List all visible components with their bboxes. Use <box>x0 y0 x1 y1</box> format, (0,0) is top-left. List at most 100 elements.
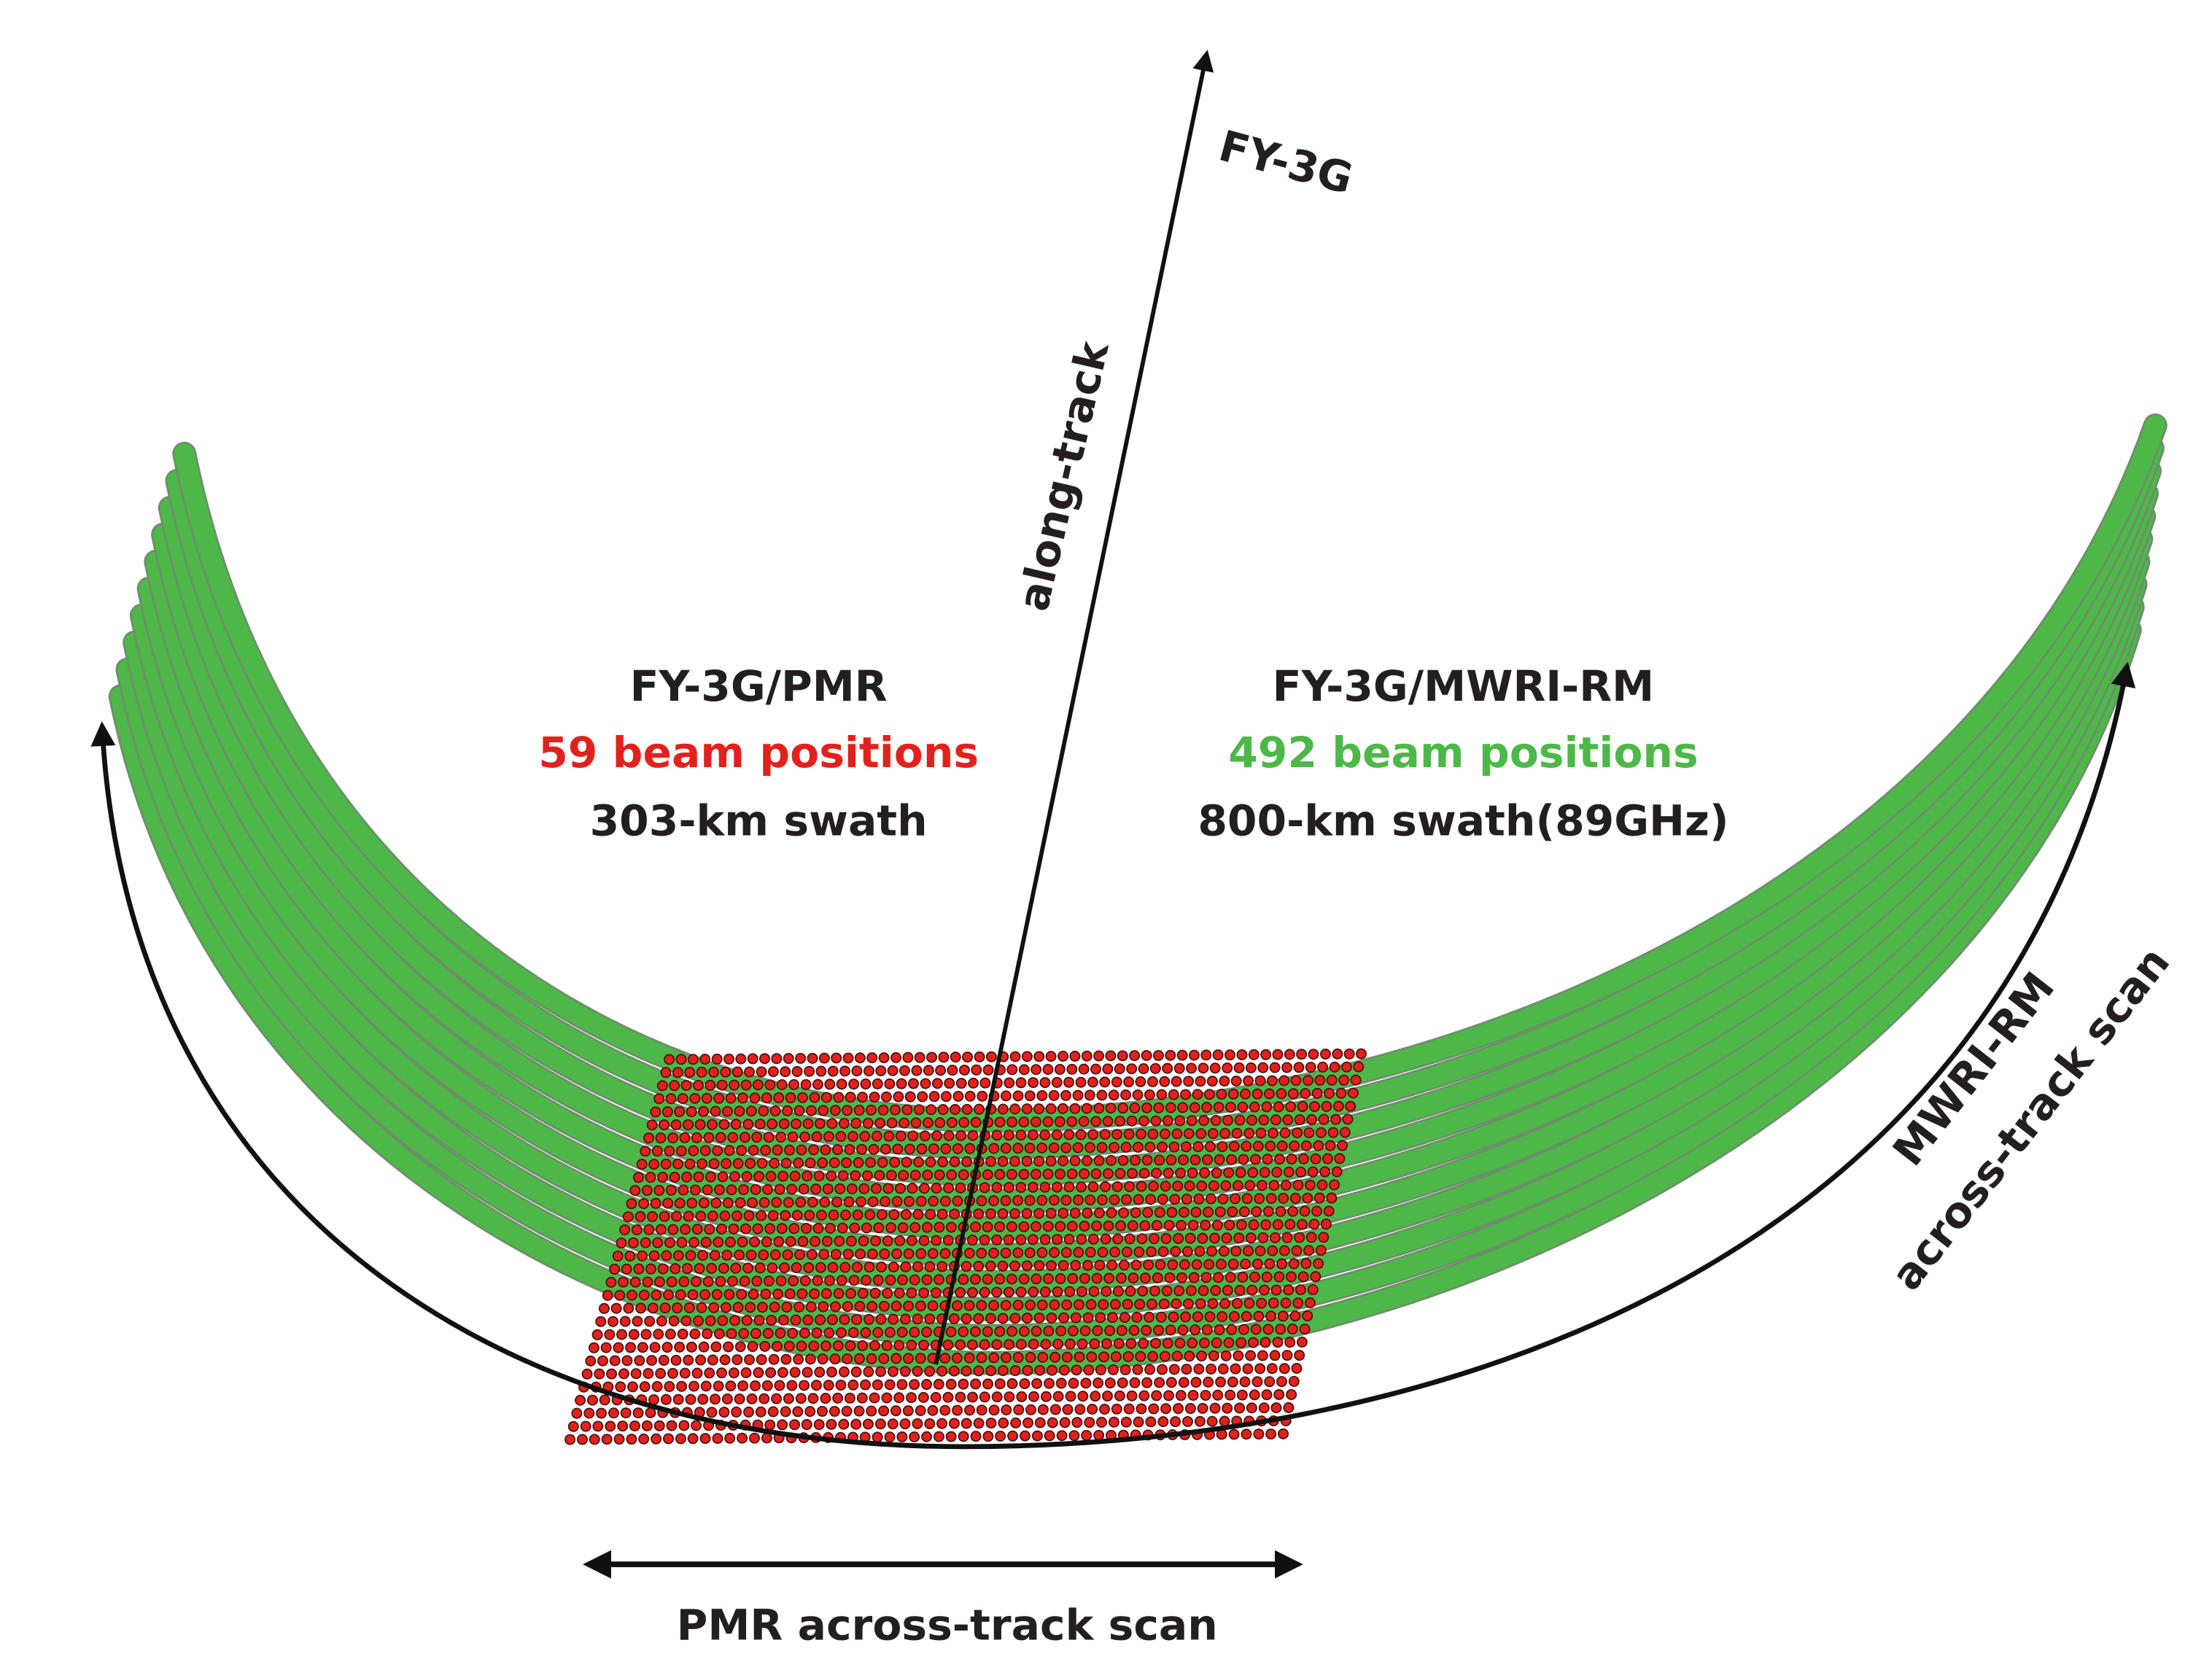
pmr-beam-dot <box>737 1092 748 1104</box>
pmr-beam-dot <box>911 1065 923 1076</box>
pmr-beam-dot <box>915 1353 926 1364</box>
pmr-beam-dot <box>666 1420 678 1431</box>
pmr-beam-dot <box>1101 1338 1112 1350</box>
pmr-beam-dot <box>591 1329 603 1340</box>
pmr-beam-dot <box>849 1222 861 1234</box>
pmr-beam-dot <box>689 1328 701 1340</box>
pmr-beam-dot <box>1114 1063 1125 1075</box>
pmr-beam-dot <box>826 1118 838 1130</box>
pmr-beam-dot <box>799 1131 811 1143</box>
pmr-beam-dot <box>1152 1049 1164 1061</box>
pmr-beam-dot <box>726 1328 737 1340</box>
pmr-beam-dot <box>1265 1429 1277 1440</box>
pmr-beam-dot <box>708 1158 720 1170</box>
pmr-beam-dot <box>1157 1416 1169 1428</box>
pmr-beam-dot <box>1138 1063 1149 1075</box>
pmr-beam-dot <box>1118 1207 1130 1219</box>
pmr-beam-dot <box>776 1223 788 1235</box>
pmr-beam-dot <box>1335 1087 1347 1099</box>
pmr-beam-dot <box>1337 1140 1348 1151</box>
pmr-beam-dot <box>1200 1219 1211 1231</box>
pmr-beam-dot <box>899 1065 910 1076</box>
pmr-beam-dot <box>633 1172 644 1184</box>
pmr-beam-dot <box>784 1144 796 1156</box>
pmr-beam-dot <box>734 1394 745 1404</box>
pmr-beam-dot <box>967 1130 979 1141</box>
pmr-beam-dot <box>619 1224 631 1235</box>
pmr-beam-dot <box>592 1421 604 1432</box>
pmr-beam-dot <box>609 1355 621 1367</box>
pmr-beam-dot <box>1300 1140 1312 1151</box>
pmr-beam-dot <box>645 1263 656 1275</box>
pmr-beam-dot <box>1276 1258 1288 1270</box>
pmr-beam-dot <box>1030 1168 1041 1180</box>
pmr-beam-dot <box>1079 1272 1090 1284</box>
pmr-beam-dot <box>643 1368 654 1379</box>
pmr-beam-dot <box>1046 1312 1058 1324</box>
pmr-beam-dot <box>709 1249 721 1261</box>
pmr-beam-dot <box>760 1144 772 1156</box>
pmr-beam-dot <box>1202 1154 1213 1165</box>
pmr-beam-dot <box>838 1418 850 1430</box>
pmr-beam-dot <box>1109 1194 1120 1205</box>
pmr-beam-dot <box>659 1210 670 1222</box>
pmr-beam-dot <box>833 1288 845 1299</box>
pmr-beam-dot <box>1303 1127 1315 1138</box>
pmr-beam-dot <box>1276 1376 1287 1388</box>
pmr-beam-dot <box>1193 1193 1205 1205</box>
pmr-beam-dot <box>1095 1312 1106 1324</box>
pmr-beam-dot <box>808 1144 820 1156</box>
pmr-beam-dot <box>1127 1220 1138 1232</box>
pmr-beam-dot <box>1297 1271 1309 1283</box>
pmr-beam-dot <box>900 1261 912 1272</box>
pmr-beam-dot <box>765 1367 777 1378</box>
pmr-beam-dot <box>1068 1377 1079 1389</box>
pmr-beam-dot <box>1154 1377 1165 1388</box>
pmr-beam-dot <box>1180 1311 1192 1323</box>
pmr-beam-dot <box>793 1353 804 1365</box>
pmr-beam-dot <box>660 1394 672 1405</box>
pmr-beam-dot <box>1159 1128 1171 1140</box>
pmr-beam-dot <box>1256 1297 1268 1309</box>
pmr-beam-dot <box>1218 1245 1230 1257</box>
pmr-beam-dot <box>1264 1376 1276 1388</box>
pmr-beam-dot <box>1160 1181 1171 1192</box>
pmr-beam-dot <box>1034 1417 1046 1429</box>
pmr-beam-dot <box>1107 1364 1119 1375</box>
pmr-beam-dot <box>1257 1062 1269 1073</box>
pmr-beam-dot <box>1272 1049 1284 1060</box>
pmr-beam-dot <box>653 1276 665 1288</box>
pmr-beam-dot <box>896 1326 908 1338</box>
pmr-beam-dot <box>580 1421 591 1432</box>
pmr-beam-dot <box>850 1366 862 1377</box>
pmr-beam-dot <box>1024 1142 1036 1154</box>
pmr-beam-dot <box>1004 1339 1014 1351</box>
pmr-beam-dot <box>1157 1194 1168 1205</box>
pmr-beam-dot <box>693 1315 705 1326</box>
pmr-beam-dot <box>678 1420 690 1431</box>
pmr-beam-dot <box>1000 1194 1012 1206</box>
pmr-beam-dot <box>1192 1089 1203 1100</box>
pmr-beam-dot <box>1151 1220 1163 1232</box>
pmr-beam-dot <box>1119 1312 1130 1324</box>
pmr-beam-dot <box>1187 1167 1198 1178</box>
pmr-beam-dot <box>651 1433 662 1445</box>
pmr-beam-dot <box>1271 1167 1283 1178</box>
pmr-beam-dot <box>830 1248 842 1260</box>
pmr-beam-dot <box>734 1105 745 1117</box>
pmr-beam-dot <box>826 1170 837 1182</box>
pmr-beam-dot <box>804 1157 816 1169</box>
pmr-beam-dot <box>997 1260 1009 1272</box>
pmr-beam-dot <box>1178 1377 1190 1388</box>
pmr-beam-dot <box>664 1237 675 1248</box>
pmr-beam-dot <box>777 1367 788 1378</box>
pmr-beam-dot <box>713 1380 724 1392</box>
pmr-beam-dot <box>1219 1415 1230 1427</box>
pmr-beam-dot <box>627 1381 639 1393</box>
pmr-beam-dot <box>629 1420 640 1431</box>
pmr-beam-dot <box>686 1197 698 1209</box>
pmr-beam-dot <box>1084 1246 1096 1258</box>
pmr-beam-dot <box>659 1302 671 1314</box>
pmr-beam-dot <box>1273 1101 1284 1113</box>
pmr-beam-dot <box>1039 1129 1051 1140</box>
